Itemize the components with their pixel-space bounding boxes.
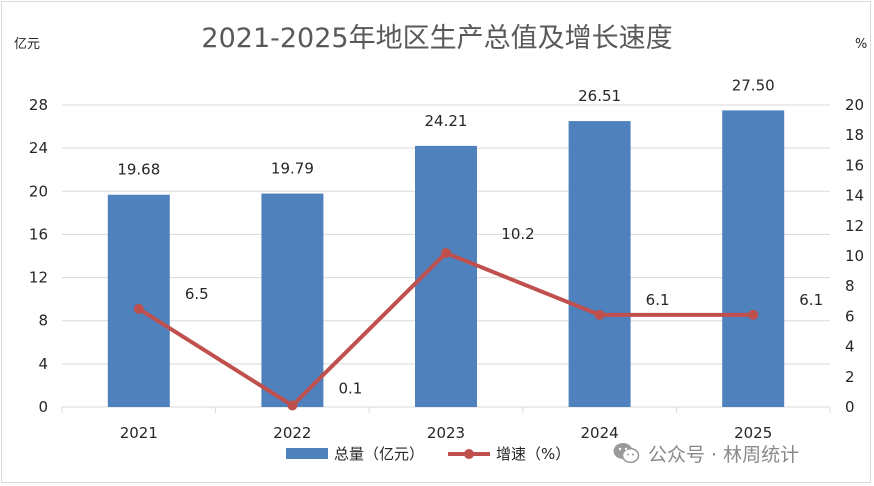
- bar: [415, 145, 477, 407]
- y-right-tick-label: 14: [845, 187, 864, 205]
- y-left-tick-label: 12: [29, 269, 48, 287]
- y-right-tick-label: 10: [845, 247, 864, 265]
- y-right-tick-label: 12: [845, 217, 864, 235]
- line-data-label: 6.5: [185, 285, 209, 303]
- bar: [568, 121, 631, 408]
- bar-data-label: 19.79: [271, 160, 314, 178]
- y-left-tick-label: 20: [29, 182, 48, 200]
- y-left-tick-label: 8: [38, 312, 48, 330]
- line-data-label: 10.2: [501, 225, 534, 243]
- y-right-tick-label: 18: [845, 126, 864, 144]
- growth-point: [441, 247, 451, 258]
- legend-swatch-marker: [464, 449, 474, 459]
- growth-point: [594, 309, 605, 320]
- x-tick-label: 2025: [734, 424, 772, 442]
- growth-point: [133, 303, 144, 314]
- y-left-tick-label: 24: [29, 139, 48, 157]
- bar-data-label: 27.50: [732, 76, 775, 94]
- y-right-tick-label: 2: [845, 368, 855, 386]
- bar-data-label: 26.51: [578, 87, 621, 105]
- chart-title: 2021-2025年地区生产总值及增长速度: [201, 23, 672, 54]
- y-right-tick-label: 16: [845, 156, 864, 174]
- y-right-unit: %: [855, 37, 867, 52]
- x-tick-label: 2022: [273, 424, 311, 442]
- wechat-icon: [613, 443, 640, 464]
- bar-data-label: 19.68: [117, 161, 160, 179]
- x-tick-label: 2021: [120, 424, 158, 442]
- y-right-tick-label: 20: [845, 96, 864, 114]
- bar: [722, 110, 785, 408]
- y-left-tick-label: 16: [29, 225, 48, 243]
- y-right-tick-label: 4: [845, 338, 855, 356]
- y-left-unit: 亿元: [14, 37, 40, 52]
- y-right-tick-label: 8: [845, 277, 855, 295]
- bar-data-label: 24.21: [425, 112, 468, 130]
- y-right-tick-label: 6: [845, 307, 855, 325]
- y-right-tick-label: 0: [845, 398, 855, 416]
- legend-label-line: 增速（%）: [496, 445, 570, 463]
- line-data-label: 0.1: [338, 379, 362, 397]
- legend-label-bars: 总量（亿元）: [334, 445, 424, 463]
- y-left-tick-label: 4: [38, 355, 48, 373]
- watermark-text: 公众号 · 林周统计: [648, 443, 800, 466]
- line-data-label: 6.1: [799, 291, 823, 309]
- y-left-tick-label: 28: [29, 96, 48, 114]
- y-left-tick-label: 0: [38, 398, 48, 416]
- legend-swatch-bars: [286, 448, 328, 459]
- bar: [261, 193, 324, 407]
- line-data-label: 6.1: [646, 291, 670, 309]
- watermark: 公众号 · 林周统计: [612, 438, 799, 468]
- bar: [107, 194, 170, 407]
- x-tick-label: 2024: [581, 424, 619, 442]
- growth-point: [748, 309, 759, 320]
- x-tick-label: 2023: [427, 424, 465, 442]
- growth-point: [287, 400, 298, 411]
